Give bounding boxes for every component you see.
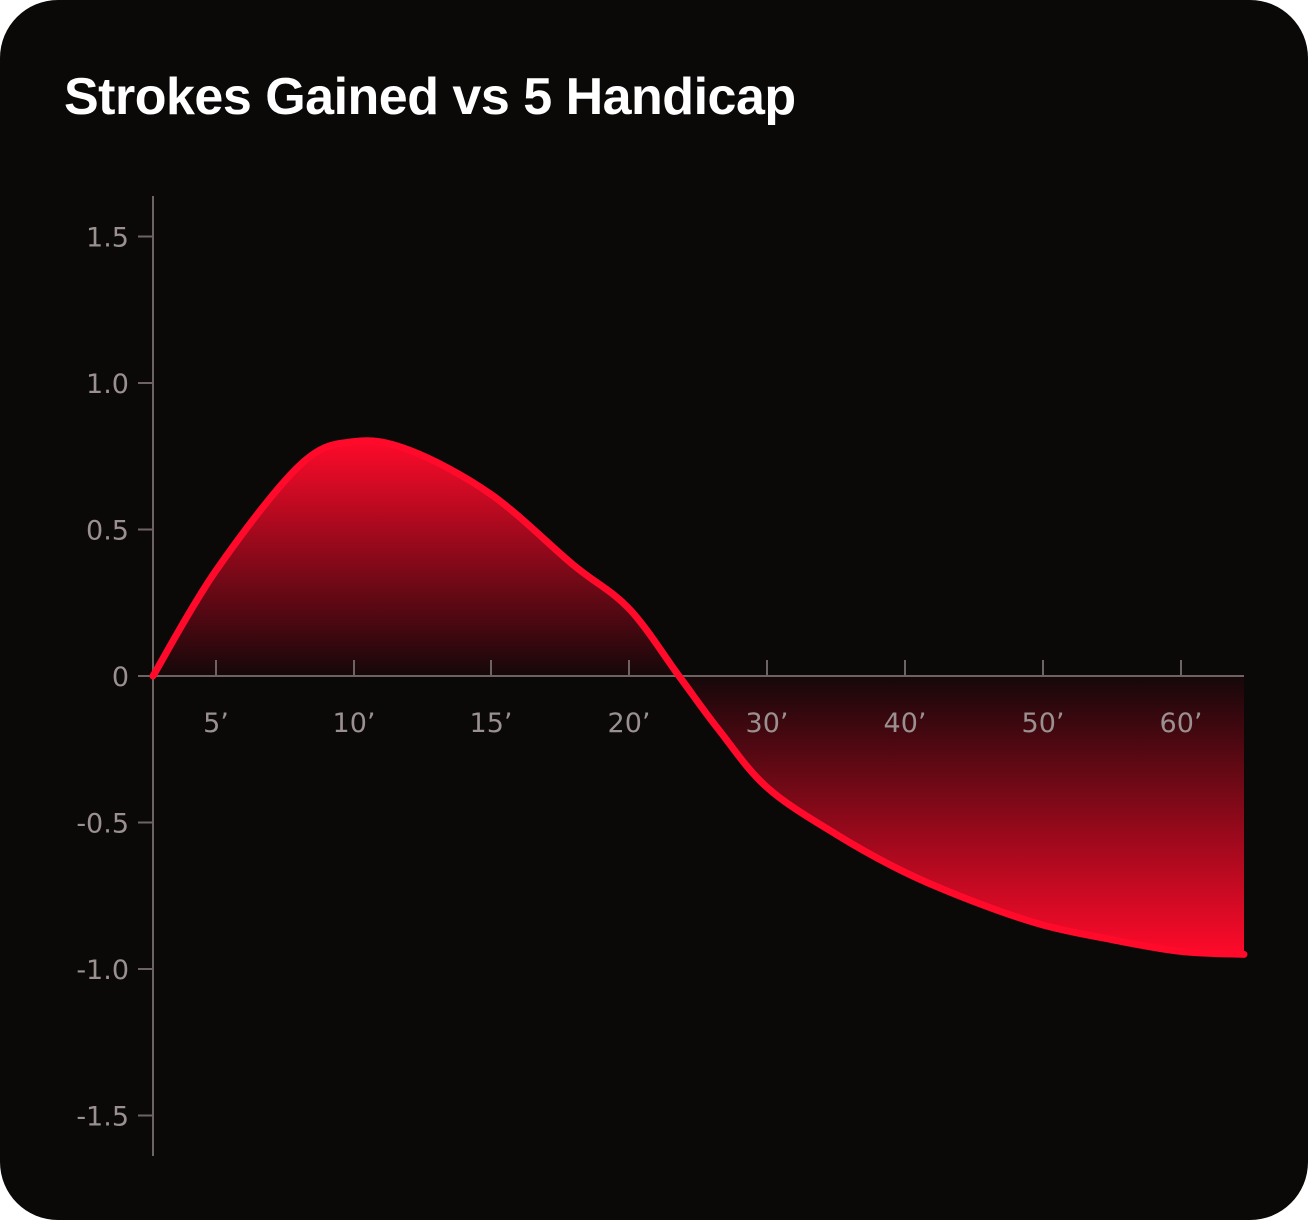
x-tick-label: 30’ bbox=[746, 708, 789, 739]
y-tick-label: 0.5 bbox=[86, 516, 129, 547]
x-tick-label: 5’ bbox=[203, 708, 229, 739]
area-fill-negative bbox=[153, 676, 1244, 955]
area-fill-positive bbox=[153, 440, 1244, 676]
y-tick-label: 1.5 bbox=[86, 223, 129, 254]
area-layer bbox=[153, 440, 1244, 955]
x-tick-label: 40’ bbox=[884, 708, 927, 739]
chart-title: Strokes Gained vs 5 Handicap bbox=[64, 68, 796, 126]
x-tick-label: 15’ bbox=[470, 708, 513, 739]
x-tick-label: 20’ bbox=[608, 708, 651, 739]
x-tick-label: 60’ bbox=[1160, 708, 1203, 739]
axis-layer bbox=[138, 196, 1244, 1156]
label-layer: 1.5 1.0 0.5 0 -0.5 -1.0 -1.5 5’ 10’ 15’ 20’ 30’ 40’ 5… bbox=[76, 223, 1202, 1133]
series-line bbox=[149, 437, 1248, 958]
line-layer bbox=[149, 437, 1248, 958]
y-tick-label: 1.0 bbox=[86, 369, 129, 400]
x-tick-label: 10’ bbox=[333, 708, 376, 739]
y-tick-label: 0 bbox=[112, 662, 129, 693]
x-tick-label: 50’ bbox=[1022, 708, 1065, 739]
y-tick-label: -0.5 bbox=[76, 809, 129, 840]
y-tick-label: -1.5 bbox=[76, 1102, 129, 1133]
y-tick-label: -1.0 bbox=[76, 955, 129, 986]
